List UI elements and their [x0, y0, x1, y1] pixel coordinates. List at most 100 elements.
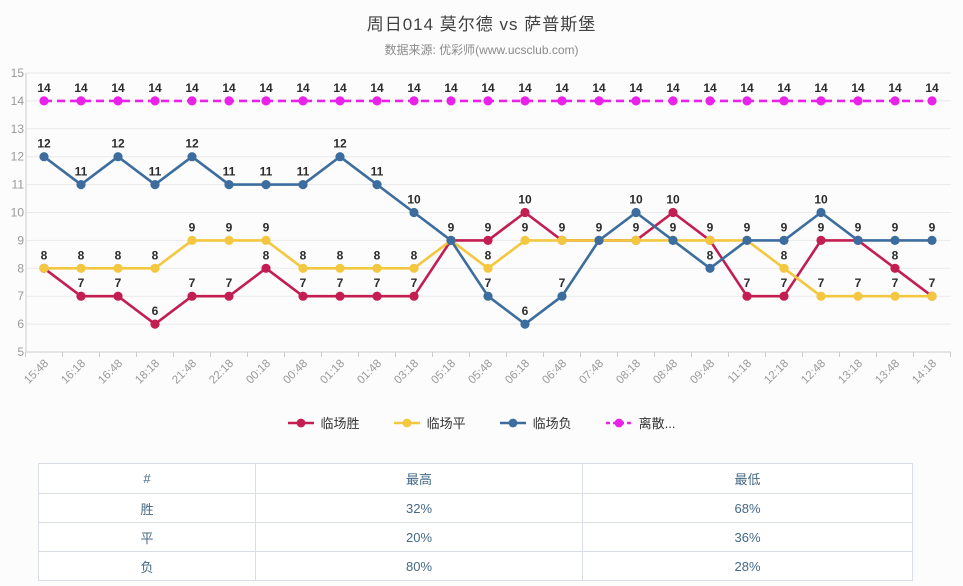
point-value-label: 9	[263, 220, 270, 234]
high-value-cell: 20%	[255, 522, 583, 552]
x-tick-label: 00:48	[281, 358, 310, 387]
legend-marker-icon	[605, 418, 632, 427]
data-point	[261, 96, 271, 106]
point-value-label: 12	[185, 137, 199, 151]
point-value-label: 8	[263, 248, 270, 262]
legend-item-1[interactable]: 临场平	[393, 413, 466, 432]
x-axis-labels: 15:48 16:18 16:48 18:18 21:48 22:18 00:18 00:48…	[22, 358, 939, 387]
data-point	[779, 235, 789, 245]
point-value-label: 7	[559, 276, 566, 290]
point-value-label: 9	[226, 220, 233, 234]
data-point	[76, 96, 86, 106]
series-临场负	[39, 152, 937, 329]
point-value-label: 14	[444, 81, 458, 95]
data-point	[150, 96, 160, 106]
data-point	[261, 263, 271, 273]
point-value-label: 14	[740, 81, 754, 95]
legend-item-0[interactable]: 临场胜	[287, 413, 360, 432]
y-tick-label: 7	[17, 289, 24, 303]
data-point	[853, 291, 863, 301]
point-value-label: 11	[75, 165, 88, 179]
point-value-label: 9	[707, 220, 714, 234]
point-labels: 14 14 14 14 14 14 14 14 14 14 14 14 14 14 14 14 14 14 14 14…	[37, 81, 939, 318]
data-point	[446, 96, 456, 106]
y-tick-label: 12	[11, 150, 25, 164]
legend-marker-icon	[287, 418, 314, 427]
data-point	[39, 263, 49, 273]
data-point	[557, 235, 567, 245]
point-value-label: 10	[518, 193, 532, 207]
row-label-cell: 胜	[38, 493, 256, 523]
point-value-label: 7	[855, 276, 862, 290]
data-point	[520, 96, 530, 106]
data-point	[113, 263, 123, 273]
data-point	[816, 96, 826, 106]
y-tick-label: 6	[17, 317, 24, 331]
data-point	[890, 235, 900, 245]
y-tick-label: 10	[11, 206, 25, 220]
point-value-label: 12	[333, 137, 347, 151]
row-label-cell: 平	[38, 522, 256, 552]
data-point	[39, 96, 49, 106]
point-value-label: 14	[555, 81, 569, 95]
data-point	[76, 291, 86, 301]
point-value-label: 9	[522, 220, 529, 234]
data-point	[446, 235, 456, 245]
x-tick-label: 13:48	[873, 358, 902, 387]
x-tick-label: 03:18	[392, 358, 421, 387]
odds-stats-table: # 最高 最低胜 32% 68% 平 20% 36% 负 80% 28%	[38, 463, 913, 581]
data-point	[372, 263, 382, 273]
x-tick-label: 12:48	[799, 358, 828, 387]
data-point	[520, 235, 530, 245]
data-point	[557, 96, 567, 106]
x-tick-label: 15:48	[22, 358, 51, 387]
x-tick-label: 14:18	[910, 358, 939, 387]
data-point	[668, 207, 678, 218]
data-point	[113, 152, 123, 162]
data-point	[668, 96, 678, 106]
point-value-label: 9	[670, 220, 677, 234]
point-value-label: 8	[374, 248, 381, 262]
legend-item-2[interactable]: 临场负	[499, 413, 572, 432]
grid-lines	[25, 72, 951, 353]
series-临场平	[39, 235, 937, 301]
data-point	[927, 291, 937, 301]
data-point	[298, 96, 308, 106]
point-value-label: 14	[629, 81, 643, 95]
point-value-label: 8	[781, 248, 788, 262]
point-value-label: 7	[374, 276, 381, 290]
point-value-label: 14	[74, 81, 88, 95]
x-tick-label: 01:18	[318, 358, 347, 387]
data-point	[705, 96, 715, 106]
data-point	[520, 207, 530, 218]
point-value-label: 7	[300, 276, 307, 290]
data-point	[409, 207, 419, 218]
point-value-label: 14	[851, 81, 865, 95]
x-tick-label: 08:48	[651, 358, 680, 387]
data-point	[224, 96, 234, 106]
table-header-cell: #	[38, 463, 256, 494]
data-point	[335, 96, 345, 106]
point-value-label: 9	[596, 220, 603, 234]
data-point	[187, 96, 197, 106]
table-header-cell: 最高	[255, 463, 583, 494]
legend-item-3[interactable]: 离散...	[605, 413, 675, 432]
x-tick-label: 21:48	[170, 358, 199, 387]
point-value-label: 11	[297, 165, 310, 179]
point-value-label: 8	[707, 248, 714, 262]
x-tick-label: 22:18	[207, 358, 236, 387]
table-row: 胜 32% 68%	[38, 493, 913, 523]
table-row: 平 20% 36%	[38, 522, 913, 552]
legend-label: 临场负	[532, 416, 572, 431]
data-point	[187, 152, 197, 162]
point-value-label: 8	[152, 248, 159, 262]
point-value-label: 14	[777, 81, 791, 95]
point-value-label: 8	[485, 248, 492, 262]
data-point	[187, 235, 197, 245]
data-point	[816, 207, 826, 218]
series-离散	[39, 96, 937, 106]
point-value-label: 10	[407, 193, 421, 207]
point-value-label: 9	[781, 220, 788, 234]
point-value-label: 7	[744, 276, 751, 290]
